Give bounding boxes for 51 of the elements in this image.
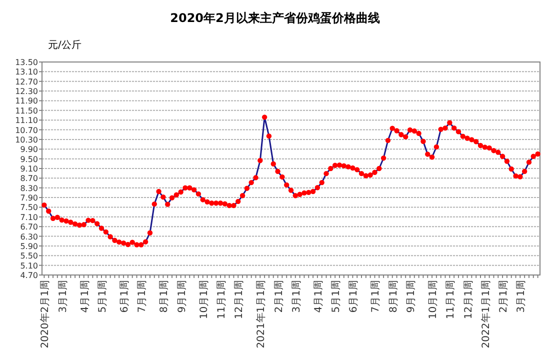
y-tick-label: 12.30	[15, 87, 38, 96]
x-tick-label: 10月1周	[198, 280, 210, 320]
x-tick-label: 4月1周	[313, 280, 324, 313]
x-tick-label: 9月1周	[406, 280, 417, 313]
x-tick-label: 2020年2月1周	[39, 280, 52, 348]
x-tick-label: 10月1周	[428, 280, 440, 320]
y-tick-label: 6.70	[20, 222, 38, 232]
x-tick-label: 12月1周	[234, 280, 246, 320]
x-tick-label: 6月1周	[348, 280, 360, 313]
x-tick-label: 3月1周	[58, 280, 69, 313]
y-tick-label: 9.50	[20, 154, 38, 164]
y-tick-label: 9.90	[20, 145, 38, 154]
x-tick-label: 2022年1月1周	[480, 280, 492, 348]
y-tick-label: 11.50	[15, 106, 38, 116]
y-tick-label: 7.50	[20, 203, 38, 212]
x-tick-label: 8月1周	[388, 280, 400, 313]
y-tick-label: 5.10	[20, 261, 38, 270]
y-tick-label: 5.50	[20, 252, 38, 261]
x-tick-label: 5月1周	[97, 280, 108, 313]
x-tick-label: 3月1周	[291, 280, 302, 313]
y-tick-label: 11.90	[15, 96, 38, 106]
y-tick-label: 12.70	[15, 77, 38, 86]
x-tick-label: 12月1周	[463, 280, 474, 320]
x-tick-label: 2月1周	[498, 280, 510, 313]
y-tick-label: 10.30	[15, 135, 38, 144]
y-tick-label: 5.90	[20, 242, 38, 251]
x-tick-label: 2月1周	[274, 280, 285, 313]
y-tick-label: 4.70	[20, 271, 38, 280]
y-tick-label: 7.90	[20, 194, 38, 203]
y-tick-label: 13.50	[15, 58, 38, 67]
x-tick-label: 7月1周	[370, 280, 382, 313]
x-tick-label: 11月1周	[216, 280, 228, 320]
x-tick-label: 7月1周	[137, 280, 148, 313]
x-tick-label: 5月1周	[331, 280, 342, 313]
y-tick-label: 9.10	[20, 164, 38, 174]
x-tick-label: 6月1周	[120, 280, 131, 313]
y-tick-label: 8.30	[20, 184, 38, 193]
x-tick-label: 2021年1月1周	[255, 280, 268, 348]
y-tick-label: 7.10	[20, 212, 38, 222]
chart-title: 2020年2月以来主产省份鸡蛋价格曲线	[170, 11, 380, 25]
y-axis-title: 元/公斤	[48, 39, 82, 51]
y-tick-label: 6.30	[20, 232, 38, 242]
y-tick-label: 13.10	[15, 68, 38, 77]
x-tick-label: 8月1周	[159, 280, 170, 313]
x-tick-label: 3月1周	[516, 280, 528, 313]
x-tick-label: 9月1周	[176, 280, 188, 313]
x-tick-label: 11月1周	[446, 280, 457, 320]
y-tick-label: 8.70	[20, 174, 38, 184]
y-tick-label: 10.70	[15, 126, 38, 135]
y-tick-label: 11.10	[15, 116, 38, 126]
x-tick-label: 4月1周	[80, 280, 91, 313]
